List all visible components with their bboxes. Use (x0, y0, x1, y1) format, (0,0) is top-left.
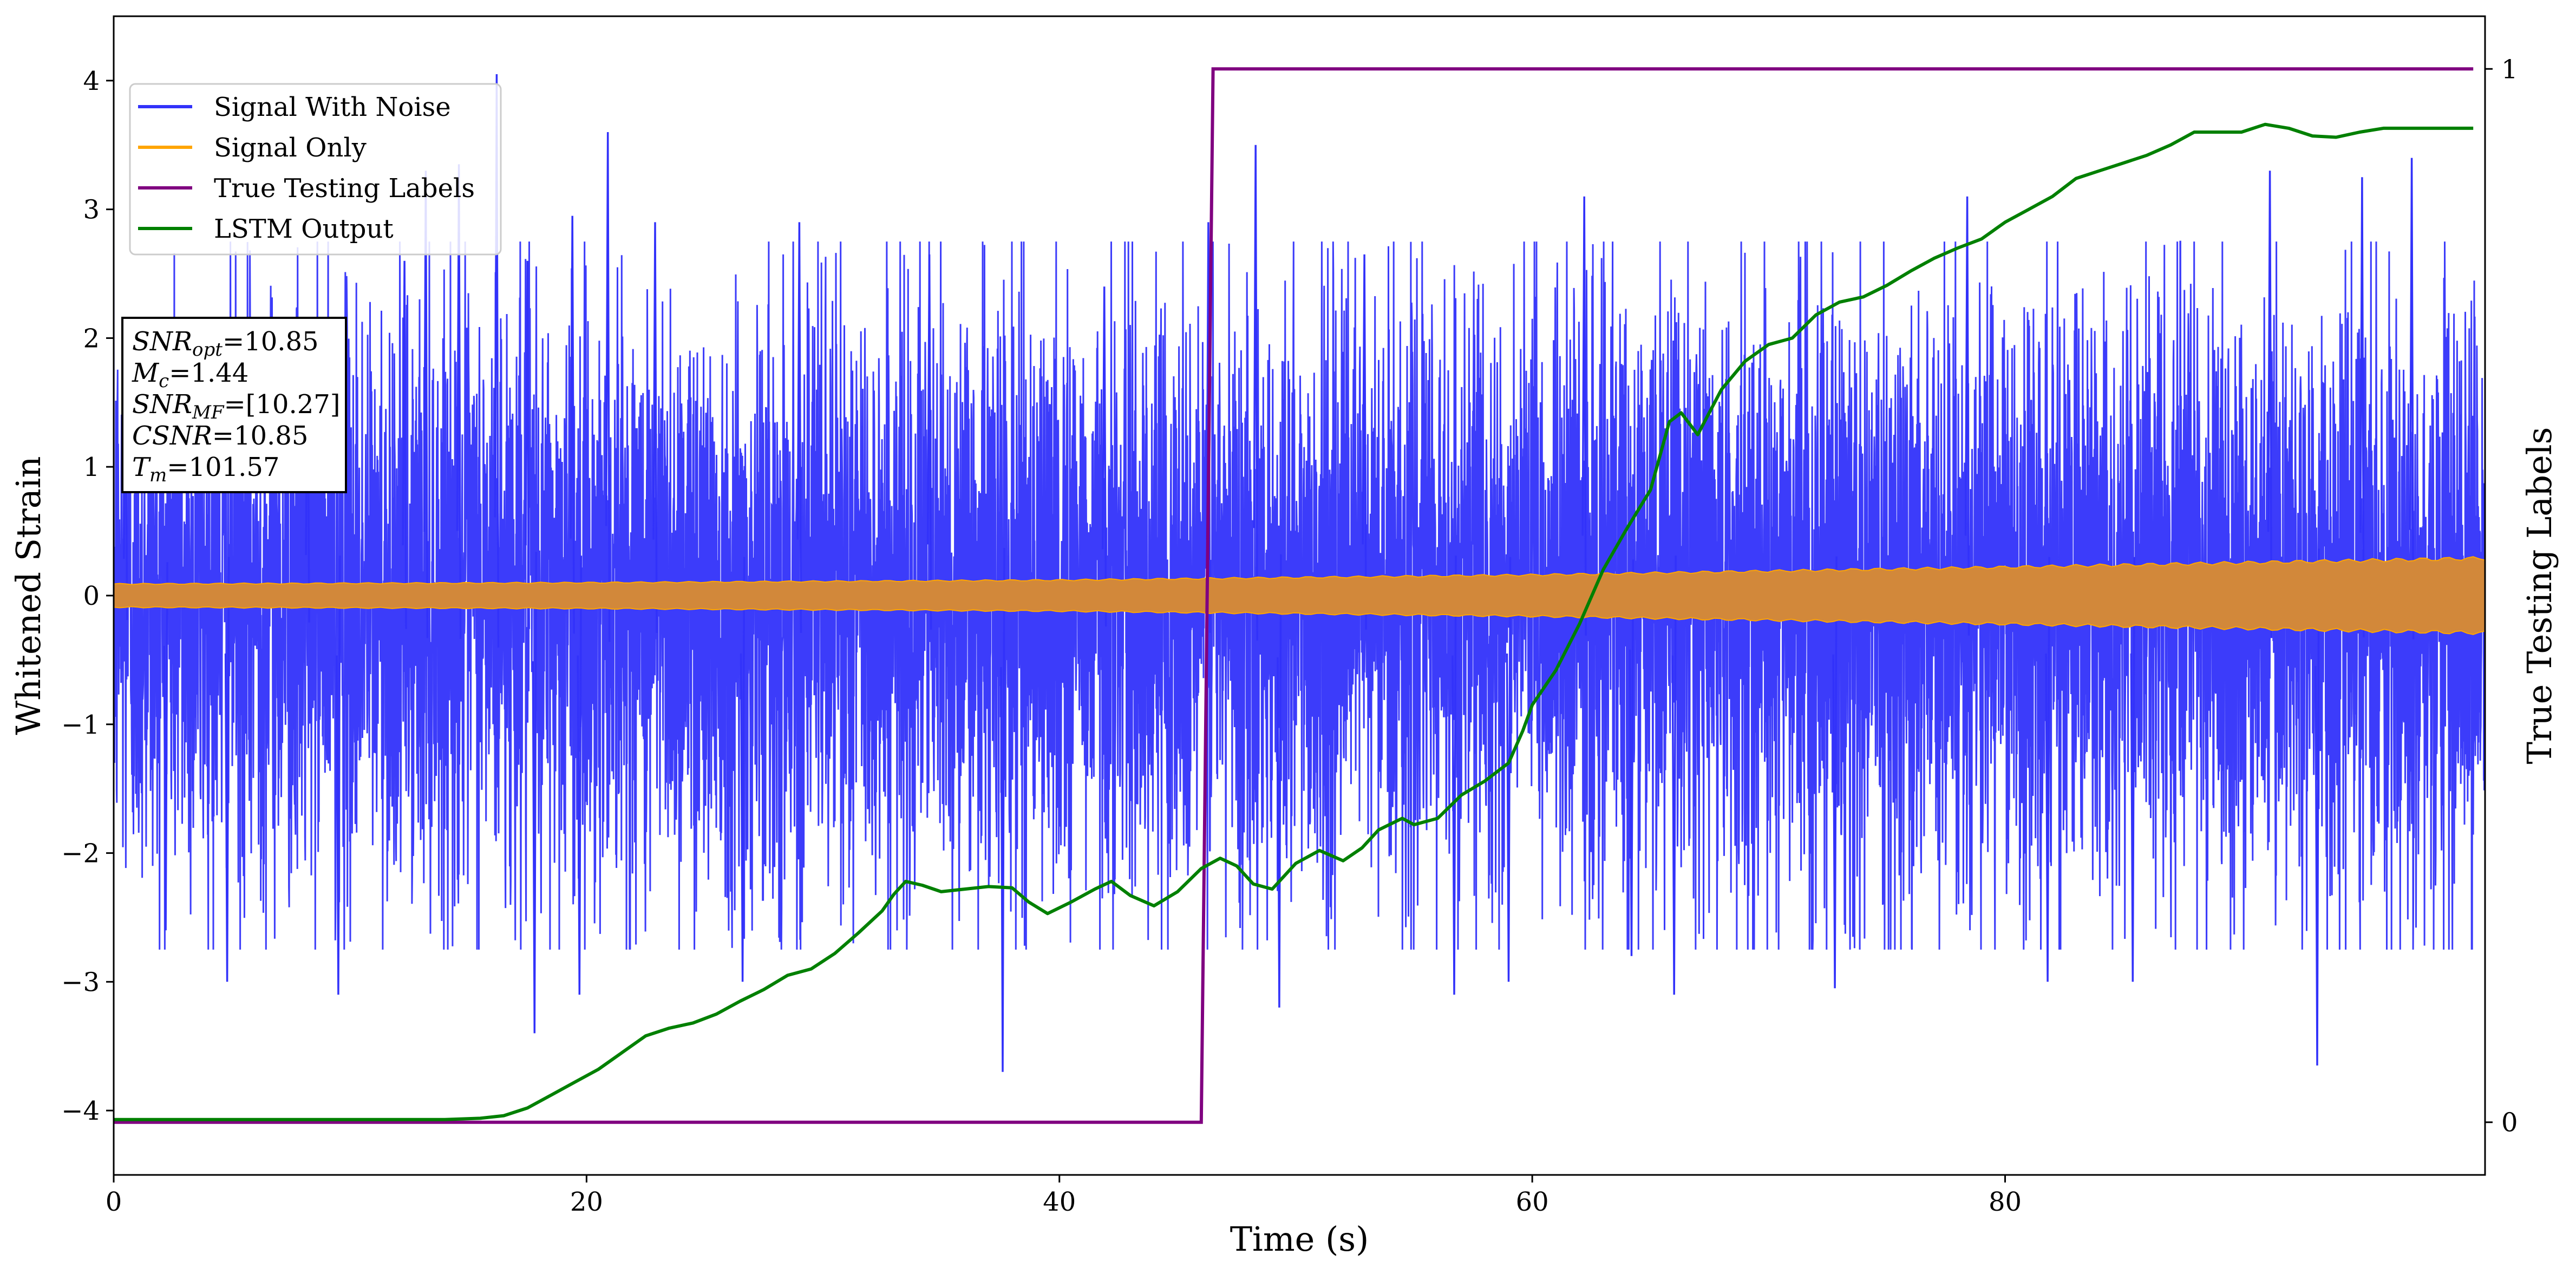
true-testing-labels-line (114, 67, 2474, 1124)
chirp-band (114, 556, 2485, 635)
noise-spike (336, 556, 341, 995)
y2-tick-label: 1 (2501, 54, 2518, 84)
x-tick-label: 60 (1516, 1187, 1549, 1217)
legend-label: True Testing Labels (214, 173, 475, 204)
noise-spike (402, 260, 407, 629)
noise-spike (494, 74, 500, 648)
legend: Signal With Noise Signal Only True Testing… (129, 83, 502, 256)
lstm-output-line (114, 122, 2474, 1121)
x-tick-label: 0 (106, 1187, 122, 1217)
x-tick-label: 40 (1043, 1187, 1076, 1217)
noise-spike (1581, 196, 1587, 636)
y-tick-label: 2 (83, 323, 100, 354)
info-line: Mc=1.44 (132, 358, 249, 392)
noise-spike (2130, 557, 2136, 982)
noise-spike (652, 222, 658, 633)
noise-spike (532, 552, 538, 1034)
series-signal-only (114, 556, 2485, 635)
noise-spike (1964, 196, 1970, 636)
noise-spike (1101, 286, 1107, 627)
noise-spike (1832, 556, 1838, 989)
y-tick-label: 0 (83, 581, 100, 611)
x-tick-label: 80 (1989, 1187, 2022, 1217)
noise-spike (1000, 547, 1005, 1072)
y-tick-label: −1 (61, 710, 100, 740)
x-tick-label: 20 (570, 1187, 603, 1217)
plot-area (114, 67, 2485, 1124)
noise-spike (224, 557, 230, 982)
legend-label: Signal Only (214, 133, 367, 163)
y-axis-title: Whitened Strain (9, 456, 48, 735)
series-true-testing-labels (114, 67, 2474, 1124)
info-line: Tm=101.57 (132, 452, 279, 486)
noise-spike (605, 132, 611, 642)
y-tick-label: 1 (83, 452, 100, 482)
info-line: SNRMF=[10.27] (132, 389, 341, 423)
y2-tick-label: 0 (2501, 1108, 2518, 1138)
y-tick-label: −2 (61, 839, 100, 869)
y-tick-label: −3 (61, 967, 100, 997)
y-tick-label: 4 (83, 66, 100, 96)
legend-label: Signal With Noise (214, 92, 451, 122)
noise-spike (1253, 145, 1258, 641)
noise-spike (2267, 171, 2273, 638)
info-line: SNRopt=10.85 (132, 326, 319, 361)
noise-spike (570, 215, 575, 634)
series-signal-with-noise (114, 74, 2485, 1072)
y2-axis-title: True Testing Labels (2520, 427, 2559, 765)
noise-spike (525, 260, 530, 629)
noise-spike (2045, 557, 2050, 982)
noise-spike (796, 222, 802, 633)
legend-box (129, 83, 502, 256)
noise-spike (1362, 254, 1367, 630)
info-annotation-box: SNRopt=10.85Mc=1.44SNRMF=[10.27]CSNR=10.… (121, 317, 347, 493)
y-tick-label: −4 (61, 1096, 100, 1126)
info-line: CSNR=10.85 (132, 421, 308, 451)
legend-label: LSTM Output (214, 214, 394, 244)
noise-spike (926, 254, 932, 630)
series-lstm-output (114, 122, 2474, 1121)
noise-spike (2409, 158, 2415, 639)
noise-spike (577, 556, 583, 995)
noise-spike (2359, 177, 2365, 638)
x-axis-title: Time (s) (1230, 1219, 1369, 1259)
noise-spike (1277, 554, 1282, 1008)
noise-spike (740, 557, 746, 982)
noise-spike (163, 562, 168, 931)
noise-spike (1452, 556, 1457, 995)
noise-spike (2315, 548, 2320, 1066)
y-tick-label: 3 (83, 195, 100, 225)
info-box-frame (121, 317, 347, 493)
noise-spike (1671, 556, 1677, 995)
noise-spike (1629, 559, 1634, 956)
